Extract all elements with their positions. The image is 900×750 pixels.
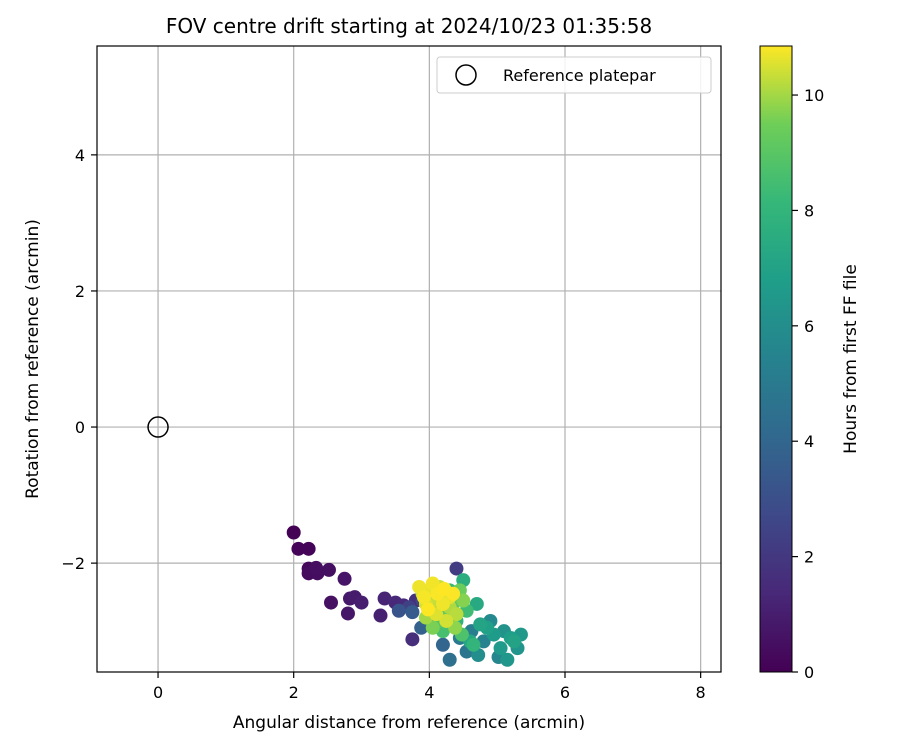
data-point	[340, 606, 355, 621]
chart-title: FOV centre drift starting at 2024/10/23 …	[166, 14, 652, 38]
data-point	[309, 560, 324, 575]
y-axis-label: Rotation from reference (arcmin)	[23, 219, 43, 499]
grid	[97, 46, 721, 672]
data-point	[337, 571, 352, 586]
colorbar-tick-label: 10	[804, 86, 824, 105]
data-point	[354, 595, 369, 610]
colorbar-label: Hours from first FF file	[841, 264, 861, 454]
data-point	[456, 593, 471, 608]
legend: Reference platepar	[436, 56, 712, 94]
legend-box	[436, 56, 712, 94]
x-tick-label: 4	[424, 683, 434, 702]
data-point	[507, 634, 522, 649]
data-point	[442, 652, 457, 667]
data-point	[449, 607, 464, 622]
colorbar-tick-label: 0	[804, 663, 814, 682]
data-point	[291, 541, 306, 556]
data-point	[493, 641, 508, 656]
data-point	[500, 652, 515, 667]
colorbar-gradient	[759, 45, 793, 673]
colorbar-tick-label: 4	[804, 432, 814, 451]
colorbar-tick-label: 2	[804, 548, 814, 567]
data-point	[473, 617, 488, 632]
data-point	[449, 561, 464, 576]
colorbar-tick-label: 6	[804, 317, 814, 336]
colorbar-ticks: 0 2 4 6 8 10	[792, 86, 824, 682]
y-tick-label: −2	[61, 554, 85, 573]
legend-label: Reference platepar	[503, 66, 656, 85]
colorbar-tick-label: 8	[804, 201, 814, 220]
data-point	[373, 608, 388, 623]
y-tick-label: 4	[75, 146, 85, 165]
scatter-points	[286, 525, 528, 667]
colorbar: 0 2 4 6 8 10 Hours from first FF file	[759, 45, 861, 682]
x-tick-label: 8	[696, 683, 706, 702]
data-point	[405, 632, 420, 647]
data-point	[324, 595, 338, 610]
x-axis-label: Angular distance from reference (arcmin)	[233, 713, 585, 733]
reference-marker-layer	[147, 416, 169, 438]
data-point	[301, 541, 316, 556]
data-point	[391, 603, 406, 618]
y-tick-label: 2	[75, 282, 85, 301]
y-axis-ticks: −2 0 2 4	[61, 146, 97, 573]
data-point	[321, 562, 336, 577]
data-point	[437, 581, 452, 596]
data-point	[435, 637, 450, 652]
data-point	[466, 637, 481, 652]
reference-marker	[147, 416, 169, 438]
data-point	[377, 591, 392, 606]
data-point	[416, 590, 431, 605]
x-axis-ticks: 0 2 4 6 8	[153, 672, 706, 702]
data-point	[439, 613, 454, 628]
legend-marker	[455, 64, 477, 86]
data-point	[420, 602, 435, 617]
plot-frame	[96, 45, 722, 673]
data-point	[469, 596, 484, 611]
data-point	[286, 525, 301, 540]
y-tick-label: 0	[75, 418, 85, 437]
x-tick-label: 2	[289, 683, 299, 702]
x-tick-label: 6	[560, 683, 570, 702]
x-tick-label: 0	[153, 683, 163, 702]
data-point	[425, 620, 440, 635]
data-point	[405, 605, 420, 620]
